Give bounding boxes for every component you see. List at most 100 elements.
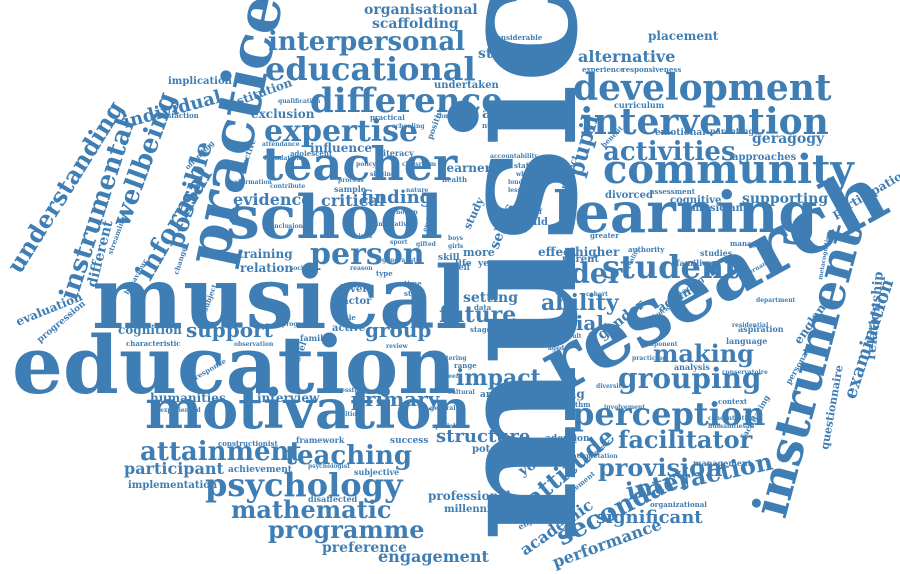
word-peer: peer	[444, 373, 460, 380]
word-scaffolding: scaffolding	[372, 16, 459, 32]
word-millennium: millennium	[444, 504, 509, 515]
word-observation: observation	[234, 341, 274, 348]
word-context: context	[718, 397, 748, 406]
word-innovative: innovative	[376, 221, 411, 228]
word-organizational: organizational	[650, 500, 707, 509]
word-lesson: lesson	[508, 187, 530, 194]
word-satisfaction: satisfaction	[153, 111, 199, 120]
word-schooling: schooling	[392, 123, 425, 130]
word-singing: singing	[370, 171, 396, 178]
word-approaches: approaches	[732, 152, 797, 163]
word-tuition: tuition	[338, 411, 361, 418]
word-year: year	[477, 259, 500, 269]
word-identity: identity	[536, 171, 562, 178]
word-primary: primary	[351, 387, 441, 411]
word-preference: preference	[322, 540, 407, 556]
word-self: self	[454, 262, 471, 272]
word-strategies: strategies	[478, 46, 556, 62]
word-disaffected: disaffected	[308, 494, 358, 504]
word-support: support	[186, 318, 274, 342]
word-analysis: analysis	[674, 362, 710, 372]
word-notion: notion	[396, 209, 418, 216]
word-literacy: literacy	[380, 148, 414, 158]
word-gifted: gifted	[416, 241, 437, 248]
word-constructionist: constructionist	[218, 439, 278, 448]
word-cohort: cohort	[586, 291, 608, 298]
word-psychologist: psychologist	[308, 463, 350, 470]
word-concentration: concentration	[708, 415, 756, 422]
word-affirmation: affirmation	[234, 179, 273, 186]
word-general: general	[430, 405, 456, 412]
word-training: training	[238, 247, 293, 261]
word-contribute: contribute	[270, 183, 306, 190]
word-briefing: briefing	[532, 387, 585, 401]
word-aged: aged	[548, 345, 565, 352]
word-family: family	[300, 333, 328, 343]
word-accountability: accountability	[490, 153, 538, 160]
word-health: health	[442, 175, 467, 184]
word-adult: adult	[564, 333, 582, 340]
word-complexity: complexity	[436, 113, 473, 120]
word-cognition: cognition	[118, 323, 182, 337]
word-fostering: fostering	[436, 355, 467, 362]
word-progress: progress	[282, 321, 312, 328]
word-nature: nature	[406, 187, 429, 194]
word-belief: belief	[520, 207, 543, 216]
word-role: role	[510, 267, 526, 276]
word-supporting: supporting	[742, 191, 828, 207]
word-evidence: evidence	[233, 190, 311, 209]
word-data: data	[474, 303, 492, 312]
word-humanitiesall: humanitiesall	[708, 423, 755, 430]
word-component: component	[640, 341, 678, 348]
word-curriculum: curriculum	[614, 100, 665, 110]
word-approach: approach	[482, 106, 555, 122]
word-department: department	[756, 297, 796, 304]
word-inclusion: inclusion	[272, 223, 304, 230]
word-attendance: attendance	[262, 141, 300, 148]
word-involvement: involvement	[604, 404, 645, 411]
word-specialist: specialist	[432, 423, 464, 430]
word-process: process	[338, 177, 364, 184]
word-exclusion: exclusion	[251, 107, 315, 121]
word-child: child	[520, 217, 548, 228]
word-cultural: cultural	[448, 389, 475, 396]
word-boys: boys	[448, 235, 464, 242]
word-range: range	[454, 361, 477, 370]
word-time: time	[404, 279, 422, 288]
word-higher: higher	[575, 245, 620, 259]
word-emotional: emotional	[655, 128, 706, 138]
word-participant: participant	[124, 459, 224, 478]
word-musician: musician	[692, 203, 744, 214]
word-learner: learner	[442, 161, 492, 175]
word-society: society	[290, 265, 314, 272]
word-placement: placement	[648, 29, 719, 43]
word-considerable: considerable	[492, 33, 543, 42]
word-whole: whole	[515, 171, 536, 178]
word-classroom: classroom	[402, 161, 437, 168]
word-experience: experience	[582, 65, 625, 74]
word-group: group	[365, 318, 431, 342]
word-adoption: adoption	[545, 434, 590, 444]
word-sport: sport	[390, 239, 408, 246]
word-london: london	[508, 179, 532, 186]
word-level: level	[340, 284, 366, 295]
word-review: review	[386, 343, 409, 350]
word-practical: practical	[370, 113, 405, 122]
word-humanities: humanities	[150, 391, 226, 405]
word-mixed: mixed	[352, 233, 373, 240]
word-responsiveness: responsiveness	[622, 65, 681, 74]
word-generalist: generalist	[382, 257, 416, 264]
word-residential: residential	[732, 322, 769, 329]
word-relation: relation	[240, 261, 293, 275]
word-practicing: practicing	[632, 355, 667, 362]
word-families: families	[676, 258, 712, 268]
word-characteristic: characteristic	[126, 339, 181, 348]
word-assessment: assessment	[650, 187, 696, 196]
word-effect: effect	[538, 245, 576, 259]
word-activities: activities	[603, 137, 736, 167]
word-studies: studies	[700, 248, 733, 258]
word-undertaken: undertaken	[434, 80, 500, 91]
word-successful: successful	[326, 387, 362, 394]
word-language: language	[726, 336, 767, 346]
word-stage: stage	[470, 325, 492, 334]
